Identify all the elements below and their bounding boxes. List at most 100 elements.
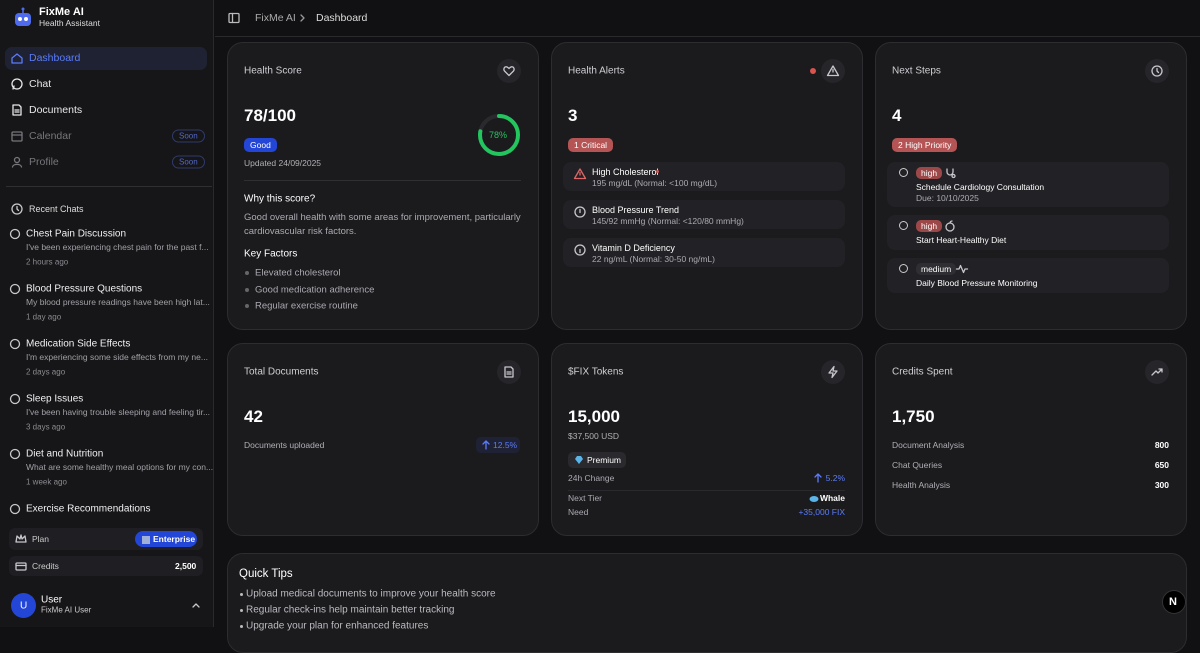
chat-time: 1 week ago: [26, 477, 67, 487]
crown-icon: [15, 534, 27, 543]
credit-row-label: Document Analysis: [892, 440, 965, 450]
steps-count: 4: [892, 106, 902, 125]
card-icon: [828, 365, 838, 379]
divider: [568, 490, 845, 491]
score-ring: [478, 114, 520, 156]
credit-row-value: 800: [1154, 440, 1169, 450]
divider: [244, 180, 521, 181]
soon-badge: Soon: [172, 155, 205, 169]
soon-badge: Soon: [172, 129, 205, 143]
chat-title[interactable]: Chest Pain Discussion: [26, 228, 127, 240]
token-row-label: Next Tier: [568, 493, 603, 503]
documents-change: 12.5%: [493, 440, 518, 450]
critical-badge: 1 Critical: [568, 138, 614, 152]
alert-item[interactable]: [563, 200, 845, 229]
chat-title[interactable]: Medication Side Effects: [26, 338, 131, 350]
ring-label: 78%: [489, 130, 508, 140]
card-title: Total Documents: [244, 366, 319, 378]
nav-item[interactable]: Documents: [29, 104, 83, 116]
tip: Regular check-ins help maintain better t…: [246, 604, 455, 616]
card: [227, 553, 1187, 653]
documents-count: 42: [244, 407, 263, 426]
alert-detail: 195 mg/dL (Normal: <100 mg/dL): [592, 178, 718, 188]
alert-icon: [574, 206, 586, 218]
credits-label: Credits: [32, 561, 59, 571]
tier-badge: [568, 452, 626, 468]
plan-value: Enterprise: [153, 534, 196, 544]
step-due: Due: 10/10/2025: [916, 193, 979, 203]
chat-time: 3 days ago: [26, 422, 66, 432]
card-title: Next Steps: [892, 65, 941, 77]
alert-detail: 22 ng/mL (Normal: 30-50 ng/mL): [592, 254, 715, 264]
alert-item[interactable]: [563, 238, 845, 267]
sidebar-divider: [6, 186, 212, 187]
step-radio[interactable]: [899, 168, 908, 177]
alert-item[interactable]: [563, 162, 845, 191]
step-icon: [946, 168, 956, 179]
sidebar-toggle: [228, 12, 240, 24]
credits-spent-value: 1,750: [892, 407, 935, 426]
chat-title[interactable]: Diet and Nutrition: [26, 448, 104, 460]
chat-icon: [9, 393, 21, 405]
credit-row-value: 650: [1154, 460, 1169, 470]
user-role: FixMe AI User: [41, 605, 92, 615]
alert-name: Vitamin D Deficiency: [592, 243, 675, 253]
sidebar-fade: [0, 515, 213, 529]
chat-icon: [9, 448, 21, 460]
nav-item[interactable]: Calendar: [29, 130, 72, 142]
building-icon: [142, 536, 150, 544]
alert-icon: [574, 244, 586, 256]
nav-item[interactable]: Profile: [29, 156, 59, 168]
section-title: Why this score?: [244, 193, 316, 205]
breadcrumb-current: Dashboard: [316, 12, 368, 24]
dev-badge[interactable]: [1162, 590, 1186, 614]
card-icon: [1151, 65, 1163, 77]
card-icon: [503, 66, 515, 77]
chat-preview: I've been having trouble sleeping and fe…: [26, 407, 211, 417]
score-arc: [478, 114, 520, 156]
alert-count: 3: [568, 106, 578, 125]
tip-bullet: [240, 608, 243, 612]
chat-title[interactable]: Blood Pressure Questions: [26, 283, 143, 295]
step-title: Schedule Cardiology Consultation: [916, 182, 1045, 192]
card: [875, 343, 1187, 536]
card-title: Health Score: [244, 65, 302, 77]
tier-label: Premium: [587, 455, 622, 465]
nav-icon: [12, 104, 22, 116]
step-priority: high: [916, 167, 943, 179]
quick-tips-title: Quick Tips: [239, 568, 293, 580]
brand-subtitle: Health Assistant: [39, 18, 100, 28]
dev-badge-label: N: [1169, 596, 1177, 608]
card-icon: [15, 562, 27, 571]
chat-icon: [9, 503, 21, 515]
enterprise-badge-bg: [135, 531, 197, 547]
topbar-border: [215, 36, 1200, 37]
card: [227, 42, 539, 330]
documents-caption: Documents uploaded: [244, 440, 325, 450]
step-radio[interactable]: [899, 221, 908, 230]
section-title: Key Factors: [244, 248, 298, 260]
card-icon-bg: [497, 59, 521, 83]
credits-row: [9, 556, 203, 576]
step-radio[interactable]: [899, 264, 908, 273]
tip-bullet: [240, 624, 243, 628]
tip: Upload medical documents to improve your…: [246, 588, 496, 600]
chat-title[interactable]: Sleep Issues: [26, 393, 84, 405]
chat-title[interactable]: Exercise Recommendations: [26, 503, 151, 515]
nav-item[interactable]: Chat: [29, 78, 52, 90]
step-priority: medium: [916, 263, 957, 275]
chat-icon: [9, 228, 21, 240]
factor: Good medication adherence: [255, 284, 375, 295]
chat-preview: I'm experiencing some side effects from …: [26, 352, 208, 362]
user-name: User: [41, 594, 63, 606]
chat-preview: What are some healthy meal options for m…: [26, 462, 214, 472]
why-text: Good overall health with some areas for …: [244, 212, 521, 237]
nav-icon: [11, 78, 23, 90]
nav-item[interactable]: Dashboard: [29, 52, 81, 64]
alert-name: Blood Pressure Trend: [592, 205, 680, 215]
arrow-up: [482, 440, 490, 450]
whale-icon: [809, 496, 819, 502]
card-icon: [826, 65, 840, 77]
breadcrumb-item[interactable]: FixMe AI: [255, 12, 296, 24]
